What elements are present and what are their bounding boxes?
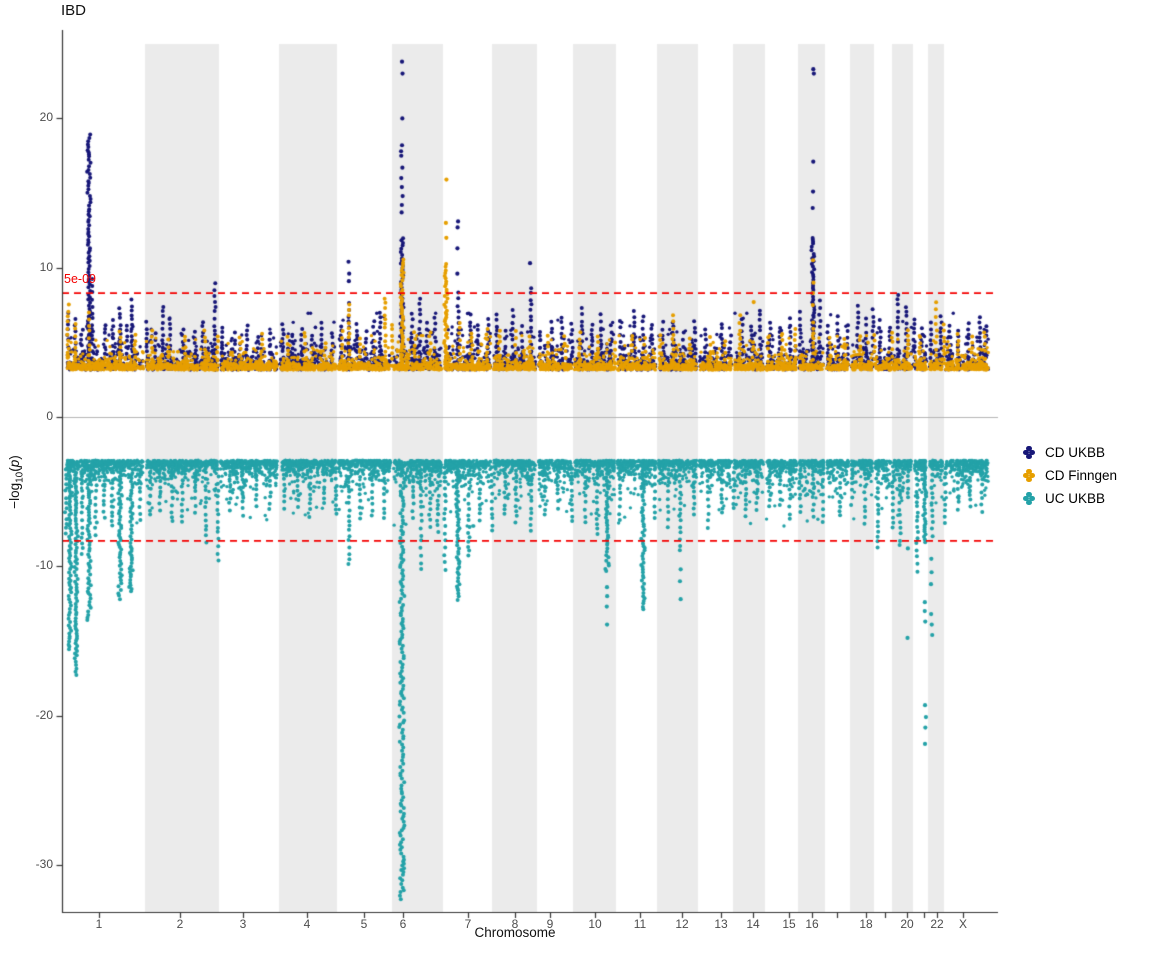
manhattan-plot-canvas [0,0,1152,960]
miami-plot-figure: IBD −log10(p) Chromosome 5e-09 CD UKBB CD… [0,0,1152,960]
